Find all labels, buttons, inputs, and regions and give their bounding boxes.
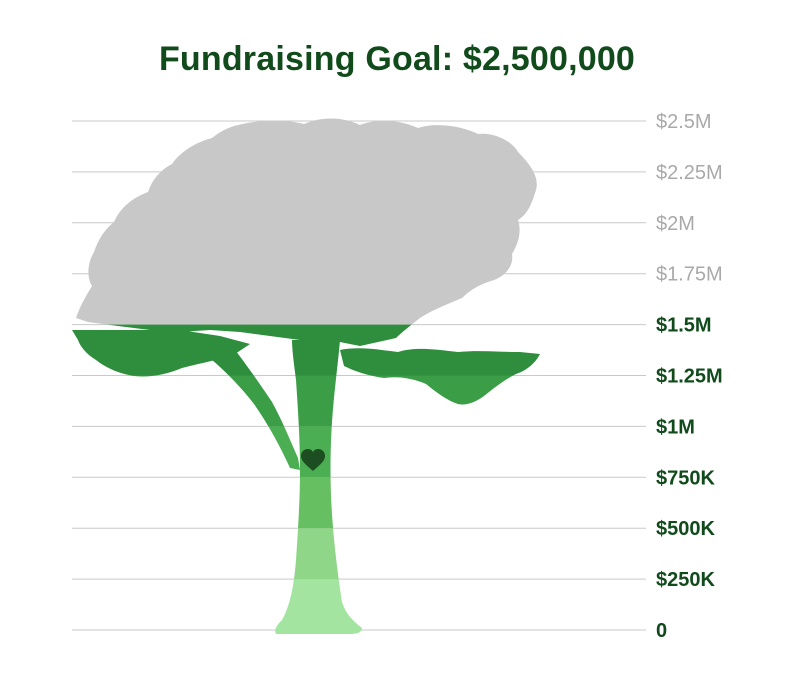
tick-label: $250K — [656, 569, 715, 591]
tick-label: $1.75M — [656, 264, 723, 286]
tick-label: 0 — [656, 620, 667, 642]
tick-label: $2.5M — [656, 111, 712, 133]
tick-label: $500K — [656, 518, 715, 540]
heart-icon — [301, 449, 325, 471]
tick-label: $1.25M — [656, 366, 723, 388]
tick-label: $750K — [656, 467, 715, 489]
tick-labels: 0 $250K $500K $750K $1M $1.25M $1.5M $1.75M $2M $… — [656, 111, 723, 642]
tick-label: $1M — [656, 416, 695, 438]
tick-label: $2.25M — [656, 162, 723, 184]
tick-label: $2M — [656, 213, 695, 235]
tick-label: $1.5M — [656, 315, 712, 337]
page-title: Fundraising Goal: $2,500,000 — [158, 40, 636, 78]
